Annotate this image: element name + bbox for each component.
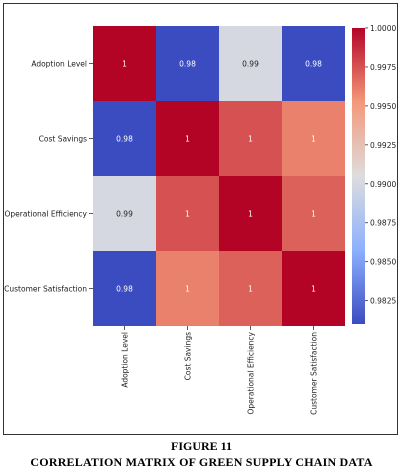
colorbar-tick-label: 0.9925 [370, 141, 396, 150]
x-tick-label: Customer Satisfaction [310, 332, 319, 415]
heatmap-cell [219, 101, 282, 176]
y-tick-label: Cost Savings [39, 135, 87, 144]
cell-annotation: 0.98 [179, 60, 196, 69]
cell-annotation: 1 [311, 285, 316, 294]
y-tick-label: Adoption Level [31, 60, 87, 69]
figure-frame: 1 0.98 0.99 0.98 0.98 1 1 1 0.99 1 1 1 0.98 1 1 1 Adopti… [3, 3, 398, 435]
heatmap-cell [219, 251, 282, 326]
heatmap-cell [156, 176, 219, 251]
heatmap-cell [93, 26, 156, 101]
heatmap-cell [219, 26, 282, 101]
colorbar-tick-label: 1.0000 [370, 24, 396, 33]
heatmap-cell [93, 101, 156, 176]
colorbar-tick-label: 0.9850 [370, 258, 396, 267]
x-tick-label: Operational Efficiency [247, 331, 256, 414]
cell-annotation: 0.98 [116, 135, 133, 144]
figure-title: CORRELATION MATRIX OF GREEN SUPPLY CHAIN… [30, 455, 373, 469]
cell-annotation: 1 [185, 285, 190, 294]
colorbar-tick-label: 0.9975 [370, 63, 396, 72]
correlation-heatmap: 1 0.98 0.99 0.98 0.98 1 1 1 0.99 1 1 1 0.98 1 1 1 Adopti… [4, 24, 396, 415]
heatmap-cell [156, 101, 219, 176]
heatmap-cell [282, 176, 345, 251]
colorbar-tick-label: 0.9950 [370, 102, 396, 111]
cell-annotation: 1 [122, 60, 127, 69]
cell-annotation: 0.99 [242, 60, 259, 69]
cell-annotation: 1 [248, 285, 253, 294]
x-tick-label: Adoption Level [121, 332, 130, 388]
heatmap-cell [93, 176, 156, 251]
cell-annotation: 1 [311, 135, 316, 144]
cell-annotation: 1 [185, 135, 190, 144]
cell-annotation: 1 [248, 135, 253, 144]
colorbar-tick-label: 0.9825 [370, 297, 396, 306]
cell-annotation: 0.98 [116, 285, 133, 294]
figure-number: FIGURE 11 [170, 439, 232, 453]
heatmap-cell [282, 26, 345, 101]
y-tick-label: Operational Efficiency [4, 210, 87, 219]
colorbar-tick-label: 0.9875 [370, 219, 396, 228]
y-tick-label: Customer Satisfaction [4, 285, 87, 294]
cell-annotation: 1 [311, 210, 316, 219]
x-tick-label: Cost Savings [184, 332, 193, 380]
heatmap-cell [93, 251, 156, 326]
cell-annotation: 0.99 [116, 210, 133, 219]
heatmap-cell [156, 251, 219, 326]
heatmap-cell [219, 176, 282, 251]
colorbar [352, 28, 365, 324]
cell-annotation: 0.98 [305, 60, 322, 69]
heatmap-cell [282, 101, 345, 176]
heatmap-cell [156, 26, 219, 101]
heatmap-cell [282, 251, 345, 326]
cell-annotation: 1 [185, 210, 190, 219]
cell-annotation: 1 [248, 210, 253, 219]
colorbar-tick-label: 0.9900 [370, 180, 396, 189]
